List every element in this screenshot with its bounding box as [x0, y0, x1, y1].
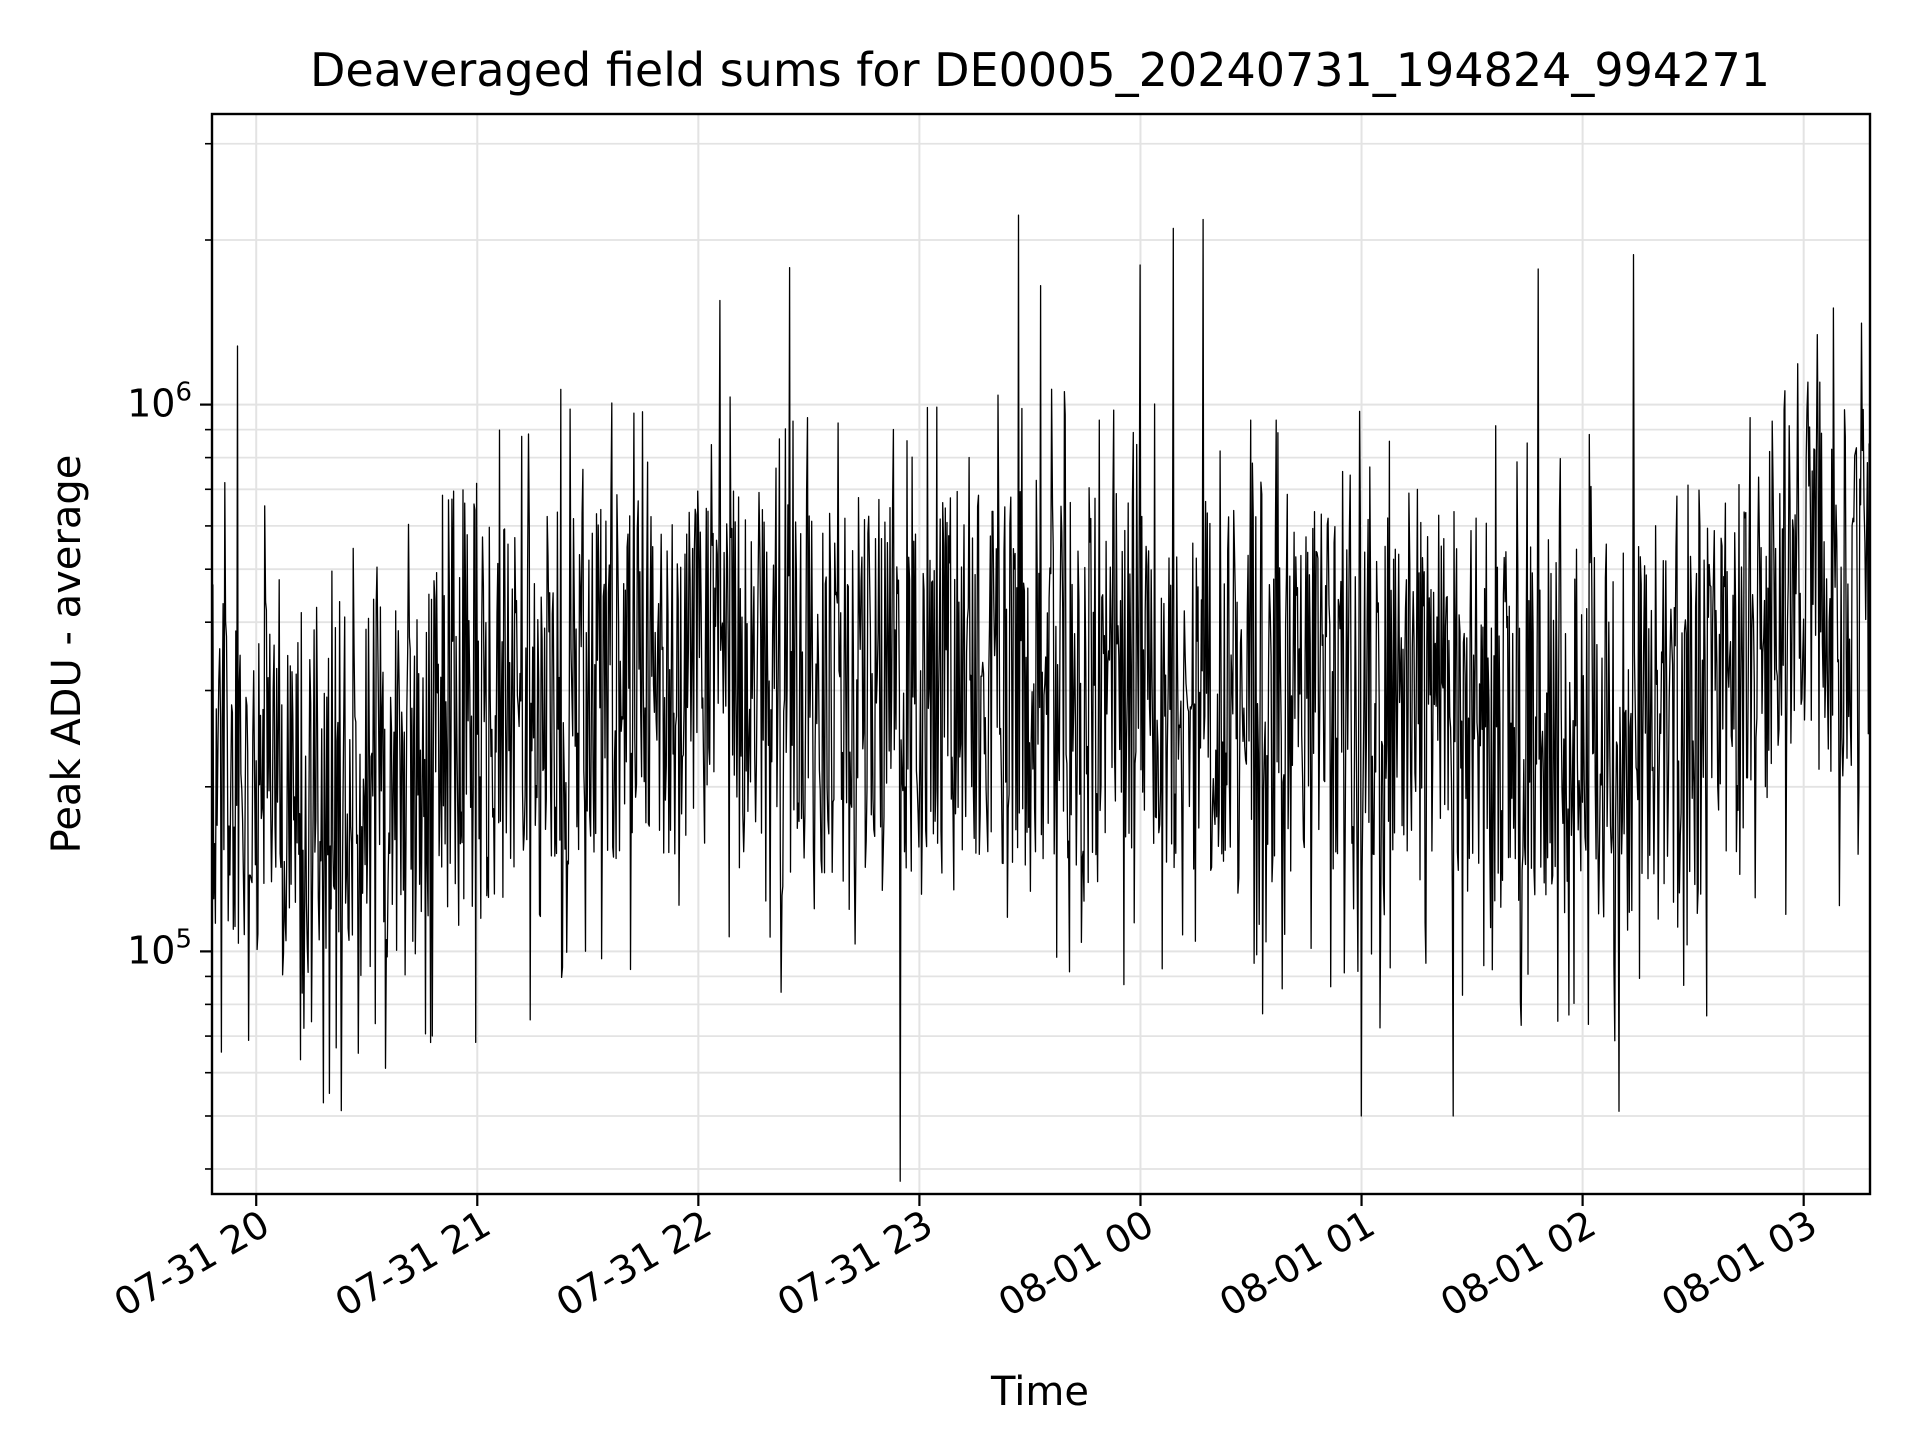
- plot-frame: [210, 112, 1872, 1196]
- y-axis-ticks: 105 106: [127, 142, 212, 1170]
- x-axis-label: Time: [990, 1369, 1089, 1415]
- y-axis-label: Peak ADU - average: [44, 455, 90, 854]
- series-line: [211, 214, 1871, 1182]
- y-tick-label: 106: [127, 378, 192, 426]
- x-gridlines: [255, 114, 1805, 1194]
- chart-title: Deaveraged field sums for DE0005_2024073…: [310, 43, 1770, 97]
- y-tick-label: 105: [127, 924, 192, 972]
- series-layer: [211, 214, 1871, 1182]
